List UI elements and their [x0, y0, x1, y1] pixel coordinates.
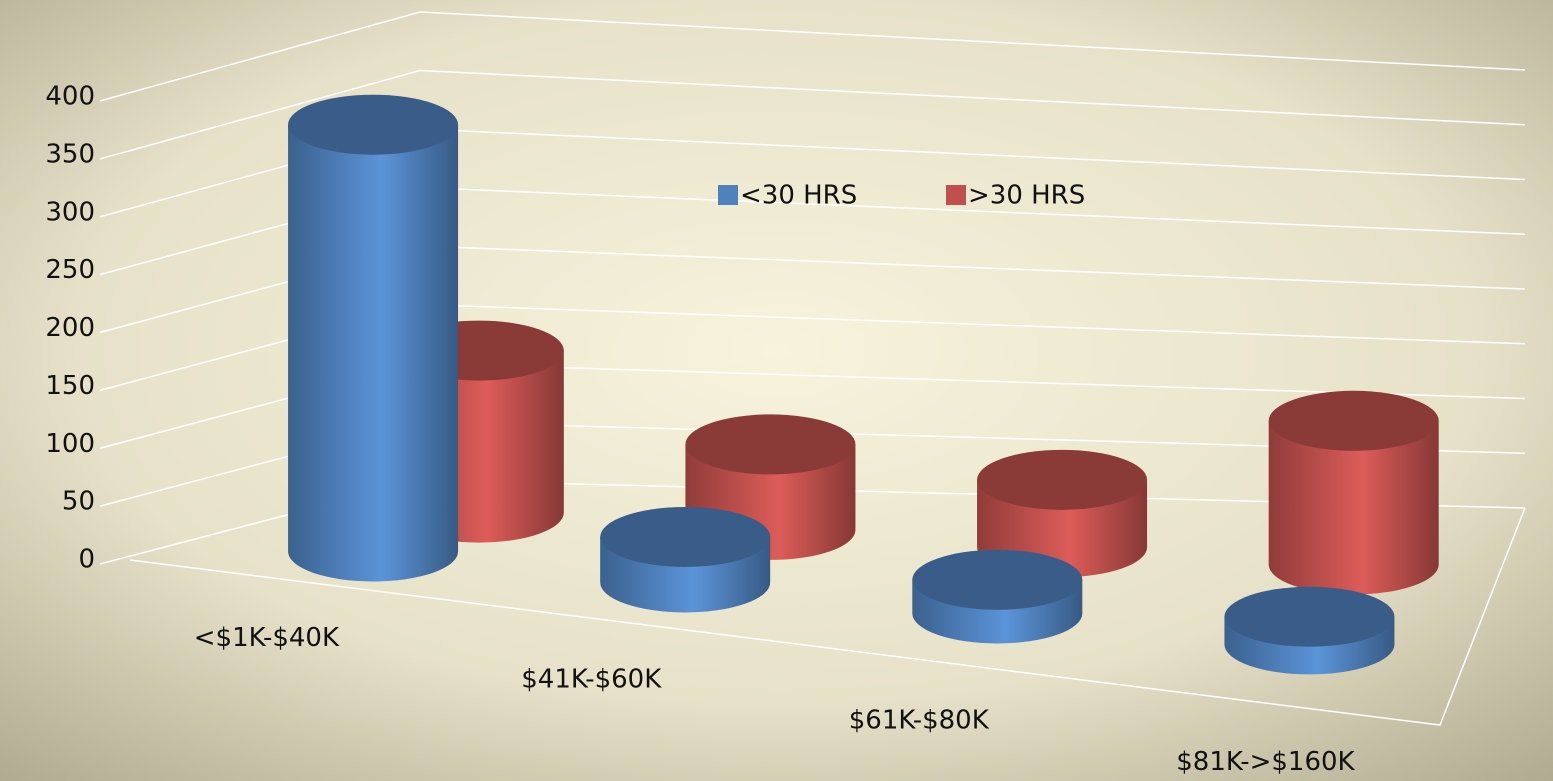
cylinder-top [288, 94, 459, 155]
y-tick-label: 50 [62, 487, 95, 517]
y-tick-label: 250 [45, 255, 95, 285]
y-tick-label: 150 [45, 371, 95, 401]
cylinder-top [977, 449, 1148, 510]
cylinder-top [1268, 390, 1439, 451]
x-tick-label: $61K-$80K [849, 706, 990, 736]
cylinder [600, 506, 771, 613]
x-tick-label: $81K->$160K [1176, 747, 1355, 777]
legend-label: >30 HRS [968, 181, 1085, 211]
legend-label: <30 HRS [740, 181, 857, 211]
cylinder [288, 94, 459, 582]
legend-swatch [946, 185, 966, 205]
grid-line [99, 11, 1526, 102]
grid-line [99, 69, 1526, 160]
cylinder [1268, 390, 1439, 595]
floor-edge [129, 507, 1526, 726]
cylinder-body [1268, 420, 1439, 595]
x-tick-label: $41K-$60K [521, 664, 662, 694]
y-tick-label: 400 [45, 82, 95, 112]
cylinder-top [1224, 586, 1395, 647]
x-tick-label: <$1K-$40K [194, 623, 340, 653]
cylinder-top [600, 506, 771, 567]
cylinder [912, 549, 1083, 644]
legend-swatch [718, 185, 738, 205]
cylinder-body [288, 124, 459, 582]
y-tick-label: 300 [45, 197, 95, 227]
y-tick-label: 350 [45, 139, 95, 169]
cylinder-top [912, 549, 1083, 610]
cylinder [1224, 586, 1395, 675]
y-tick-label: 100 [45, 429, 95, 459]
y-tick-label: 200 [45, 313, 95, 343]
cylinder-top [685, 414, 856, 475]
y-tick-label: 0 [78, 545, 95, 575]
